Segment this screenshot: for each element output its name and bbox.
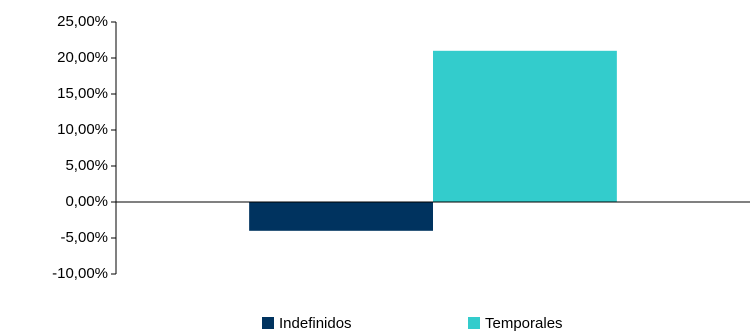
- y-tick-label: 5,00%: [65, 157, 108, 174]
- legend-swatch: [262, 317, 274, 329]
- bar: [249, 202, 433, 231]
- y-tick-label: 20,00%: [57, 49, 108, 66]
- y-tick-label: 25,00%: [57, 13, 108, 30]
- legend-swatch: [468, 317, 480, 329]
- legend-label: Indefinidos: [279, 315, 352, 332]
- y-tick-label: 10,00%: [57, 121, 108, 138]
- y-tick-label: -5,00%: [60, 229, 108, 246]
- y-tick-label: -10,00%: [52, 265, 108, 282]
- y-tick-label: 15,00%: [57, 85, 108, 102]
- bar: [433, 50, 617, 202]
- y-tick-label: 0,00%: [65, 193, 108, 210]
- legend-label: Temporales: [485, 315, 563, 332]
